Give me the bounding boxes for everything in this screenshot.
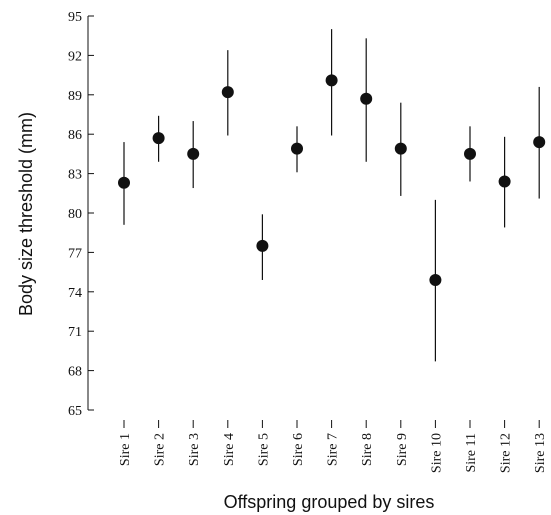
x-tick-label: Sire 5	[256, 433, 271, 466]
data-point	[394, 142, 407, 155]
y-tick-label: 74	[68, 286, 82, 301]
x-tick-label: Sire 13	[533, 433, 548, 473]
y-tick-label: 95	[68, 10, 82, 25]
y-axis: 65 68 71 74 77 80 83 86 89 92 95	[68, 10, 94, 419]
x-tick-label: Sire 12	[499, 433, 514, 473]
data-point	[291, 142, 303, 155]
data-point	[187, 147, 200, 160]
x-tick-label: Sire 10	[429, 433, 444, 473]
data-point	[118, 176, 130, 189]
data-point	[429, 273, 442, 286]
y-tick-label: 89	[68, 89, 82, 104]
data-point	[152, 132, 165, 145]
x-tick-label: Sire 1	[118, 433, 133, 466]
data-point	[325, 74, 338, 87]
y-tick-label: 86	[68, 128, 82, 143]
x-tick-label: Sire 9	[395, 433, 410, 466]
data-point	[256, 239, 269, 252]
y-tick-label: 92	[68, 49, 82, 64]
y-tick-label: 68	[68, 365, 82, 380]
x-axis-title: Offspring grouped by sires	[224, 492, 435, 512]
data-marks	[118, 29, 546, 362]
y-tick-label: 77	[68, 246, 82, 261]
x-axis: Sire 1 Sire 2 Sire 3 Sire 4 Sire 5 Sire 6 Sire…	[118, 420, 548, 473]
x-tick-label: Sire 2	[153, 433, 168, 466]
data-point	[498, 175, 511, 188]
x-tick-label: Sire 11	[464, 433, 479, 473]
x-tick-label: Sire 4	[222, 433, 237, 466]
x-tick-label: Sire 6	[291, 433, 306, 466]
data-point	[464, 147, 476, 160]
y-tick-label: 83	[68, 168, 82, 183]
y-axis-title: Body size threshold (mm)	[16, 112, 36, 316]
data-point	[360, 92, 373, 105]
x-tick-label: Sire 7	[326, 433, 341, 466]
y-tick-label: 71	[68, 325, 82, 340]
data-point	[533, 136, 546, 149]
y-tick-label: 65	[68, 404, 82, 419]
x-tick-label: Sire 3	[187, 433, 202, 466]
x-tick-label: Sire 8	[360, 433, 375, 466]
y-tick-label: 80	[68, 207, 82, 222]
data-point	[221, 86, 234, 99]
